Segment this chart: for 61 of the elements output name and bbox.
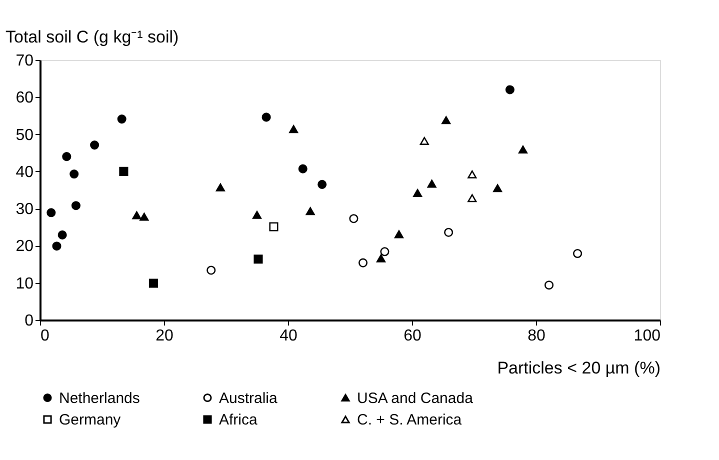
x-tick-label: 40 [280, 328, 298, 344]
legend-label: Australia [219, 390, 278, 407]
point [493, 184, 502, 192]
point [468, 170, 477, 178]
point [262, 112, 271, 122]
y-tick-label: 60 [16, 90, 34, 107]
point [289, 125, 298, 134]
point [413, 188, 422, 197]
point [140, 212, 149, 221]
point [62, 152, 72, 162]
legend-label: USA and Canada [357, 390, 474, 407]
point [394, 230, 404, 238]
point [318, 180, 327, 189]
point [206, 266, 216, 275]
point [119, 166, 128, 176]
point [376, 254, 386, 262]
point [505, 85, 514, 94]
point [52, 242, 62, 251]
point [117, 114, 126, 124]
point [46, 208, 56, 218]
y-tick-label: 50 [16, 126, 34, 144]
y-tick-label: 40 [16, 164, 34, 181]
legend-label: C. + S. America [357, 412, 462, 428]
point [70, 170, 79, 179]
point [442, 116, 451, 124]
point [306, 207, 315, 216]
x-tick-label: 60 [404, 328, 422, 344]
point [468, 194, 477, 202]
point [427, 180, 436, 188]
point [71, 201, 80, 210]
legend-label: Africa [219, 412, 258, 428]
legend-label: Germany [59, 412, 122, 428]
y-tick-label: 10 [16, 275, 34, 292]
legend-label: Netherlands [59, 390, 140, 407]
point [252, 210, 262, 219]
point [444, 228, 454, 237]
point [298, 164, 308, 174]
point [358, 258, 368, 268]
x-tick-label: 100 [634, 328, 661, 344]
point [90, 140, 100, 150]
point [544, 280, 554, 290]
x-tick-label: 20 [156, 328, 174, 344]
y-tick-label: 30 [16, 201, 34, 218]
point [518, 146, 528, 154]
x-axis-title: Particles < 20 µm (%) [497, 358, 660, 378]
point [349, 214, 358, 224]
y-tick-label: 20 [16, 238, 34, 256]
point [132, 211, 142, 220]
y-axis-title: Total soil C (g kg⁻¹ soil) [6, 28, 179, 46]
point [216, 183, 225, 192]
point [380, 247, 390, 256]
x-tick-label: 80 [528, 328, 546, 344]
point [58, 230, 67, 240]
point [420, 136, 429, 145]
point [148, 278, 158, 288]
point [573, 249, 582, 258]
point [254, 254, 263, 264]
y-tick-label: 70 [16, 52, 34, 70]
point [269, 222, 278, 232]
y-tick-label: 0 [24, 312, 34, 330]
x-tick-label: 0 [40, 328, 50, 344]
